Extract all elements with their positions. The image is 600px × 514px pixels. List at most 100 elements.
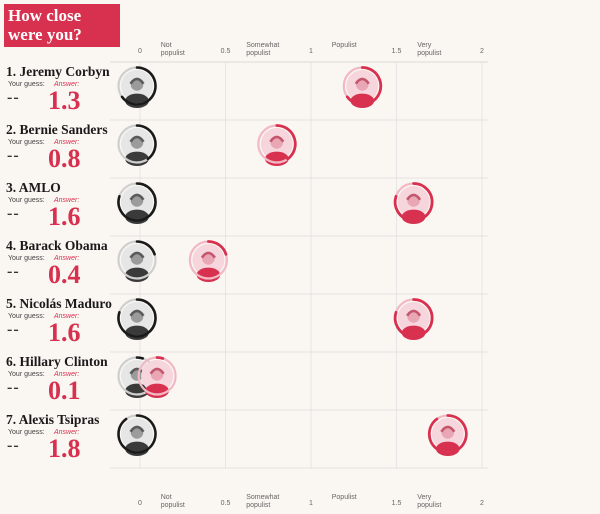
answer-marker-photo-hair (406, 309, 422, 317)
answer-value: 1.3 (48, 86, 81, 115)
answer-ring (155, 356, 165, 360)
answer-marker-photo-hair (269, 135, 285, 143)
reference-photo-body (125, 209, 149, 225)
zone-label-bottom: Not populist (161, 494, 185, 510)
reference-photo-body (125, 325, 149, 341)
answer-value: 0.8 (48, 144, 81, 173)
tick-label-bottom: 0.5 (220, 500, 231, 507)
zone-label-line: Populist (331, 42, 357, 49)
your-guess-label: Your guess: (8, 139, 45, 146)
answer-marker-photo-hair (354, 77, 370, 85)
tick-label-top: 0.5 (220, 48, 231, 55)
zone-label-line: Somewhat (246, 494, 280, 501)
zone-label-line: populist (417, 50, 442, 57)
answer-label: Answer: (54, 371, 80, 378)
answer-value: 0.4 (48, 260, 81, 289)
chart-title: How close were you? (4, 4, 120, 47)
your-guess-value: -- (7, 321, 20, 338)
person-name: 4. Barack Obama (6, 238, 108, 253)
zone-label-bottom: Very populist (417, 494, 441, 510)
your-guess-label: Your guess: (8, 371, 45, 378)
your-guess-value: -- (7, 147, 20, 164)
your-guess-label: Your guess: (8, 81, 45, 88)
your-guess-value: -- (7, 205, 20, 222)
your-guess-label: Your guess: (8, 255, 45, 262)
tick-label-top: 2 (480, 48, 484, 55)
zone-label-line: Somewhat (246, 42, 280, 49)
answer-ring (207, 240, 228, 256)
answer-marker-photo-hair (149, 367, 165, 375)
tick-label-top: 0 (138, 48, 142, 55)
person-name: 6. Hillary Clinton (6, 354, 108, 369)
answer-ring (393, 298, 434, 338)
answer-label: Answer: (54, 255, 80, 262)
zone-label-top: Very populist (417, 42, 441, 58)
reference-photo-hair (129, 135, 145, 143)
your-guess-value: -- (7, 263, 20, 280)
your-guess-label: Your guess: (8, 197, 45, 204)
reference-photo-hair (129, 77, 145, 85)
your-guess-label: Your guess: (8, 429, 45, 436)
answer-label: Answer: (54, 81, 80, 88)
person-name: 7. Alexis Tsipras (6, 412, 100, 427)
reference-photo-body (125, 93, 149, 109)
answer-marker-photo-hair (200, 251, 216, 259)
tick-label-bottom: 1.5 (391, 500, 402, 507)
zone-label-bottom: Somewhat populist (246, 494, 279, 510)
zone-label-line: Very (417, 494, 432, 501)
answer-marker-photo-body (145, 383, 169, 399)
person-name: 3. AMLO (6, 180, 61, 195)
reference-photo-body (125, 267, 149, 283)
answer-label: Answer: (54, 429, 80, 436)
reference-photo-hair (129, 251, 145, 259)
reference-ring (117, 298, 157, 338)
your-guess-label: Your guess: (8, 313, 45, 320)
reference-ring (120, 66, 157, 106)
answer-value: 1.8 (48, 434, 81, 463)
reference-ring (135, 124, 157, 161)
zone-label-top: Somewhat populist (246, 42, 279, 58)
zone-label-line: populist (160, 502, 185, 509)
tick-label-bottom: 0 (138, 500, 142, 507)
reference-ring (117, 182, 157, 222)
zone-label-top: Populist (332, 42, 357, 50)
zone-label-line: Not (160, 494, 172, 501)
tick-label-bottom: 2 (480, 500, 484, 507)
answer-marker-photo-body (265, 151, 289, 167)
tick-label-top: 1.5 (391, 48, 402, 55)
answer-marker-photo-body (196, 267, 221, 283)
answer-ring (275, 124, 297, 161)
your-guess-value: -- (7, 437, 20, 454)
zone-label-line: populist (160, 50, 185, 57)
person-name: 5. Nicolás Maduro (6, 296, 112, 311)
answer-label: Answer: (54, 313, 80, 320)
tick-label-bottom: 1 (309, 500, 313, 507)
answer-ring (393, 182, 434, 222)
your-guess-value: -- (7, 379, 20, 396)
answer-value: 1.6 (48, 318, 81, 347)
reference-ring (135, 240, 156, 256)
zone-label-bottom: Populist (332, 494, 357, 502)
zone-label-line: Not (160, 42, 172, 49)
zone-label-line: populist (246, 50, 271, 57)
answer-label: Answer: (54, 197, 80, 204)
zone-label-line: populist (417, 502, 442, 509)
answer-value: 0.1 (48, 376, 81, 405)
reference-ring (135, 356, 145, 360)
reference-photo-hair (129, 425, 145, 433)
reference-ring (117, 414, 157, 454)
person-name: 1. Jeremy Corbyn (6, 64, 110, 79)
tick-label-top: 1 (309, 48, 313, 55)
your-guess-value: -- (7, 89, 20, 106)
answer-marker-photo-hair (440, 425, 456, 433)
answer-ring (345, 66, 383, 106)
answer-ring (427, 414, 468, 454)
reference-photo-hair (129, 309, 145, 317)
zone-label-line: Very (417, 42, 432, 49)
answer-marker-photo-hair (406, 193, 422, 201)
zone-label-line: Populist (331, 494, 357, 501)
reference-photo-body (125, 151, 149, 167)
zone-label-top: Not populist (161, 42, 185, 58)
zone-label-line: populist (246, 502, 271, 509)
